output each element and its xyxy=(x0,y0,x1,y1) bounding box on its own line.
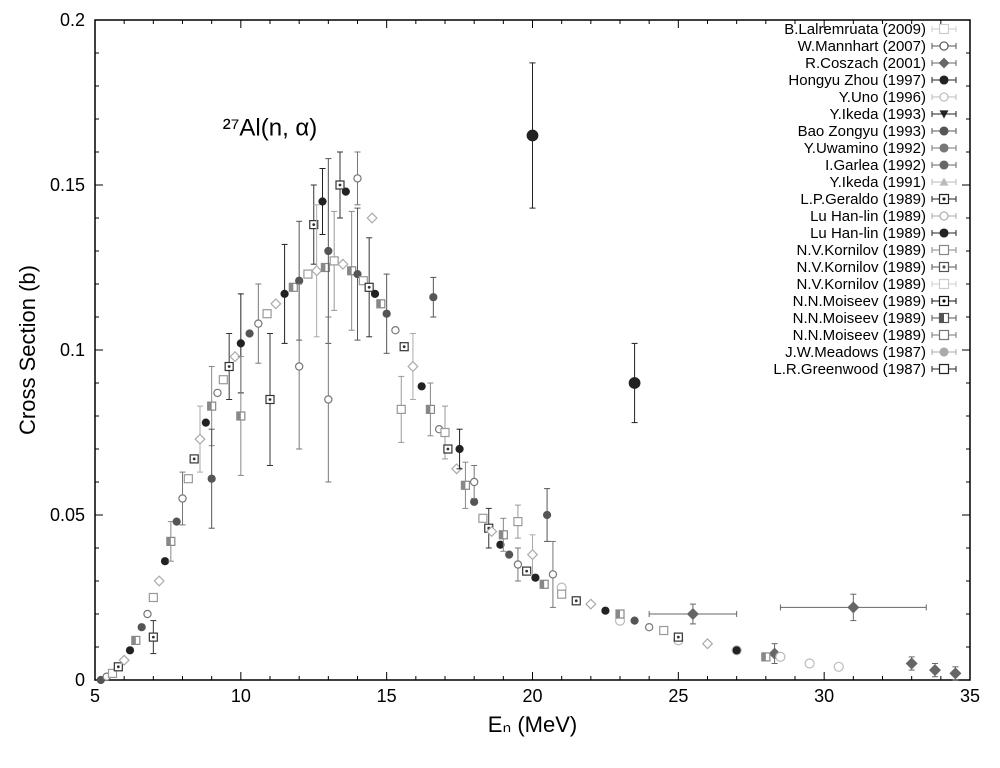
legend-entry: Y.Uwamino (1992) xyxy=(804,140,956,157)
x-tick-label: 15 xyxy=(377,686,397,706)
legend-entry: N.V.Kornilov (1989) xyxy=(796,276,956,293)
y-tick-label: 0.15 xyxy=(50,175,85,195)
legend-label: N.N.Moiseev (1989) xyxy=(793,293,926,310)
x-tick-label: 10 xyxy=(231,686,251,706)
legend-label: Y.Ikeda (1993) xyxy=(830,106,926,123)
y-tick-label: 0.2 xyxy=(60,10,85,30)
legend-label: N.V.Kornilov (1989) xyxy=(796,242,926,259)
x-tick-label: 20 xyxy=(522,686,542,706)
legend-entry: Bao Zongyu (1993) xyxy=(798,123,956,140)
reaction-label: ²⁷Al(n, α) xyxy=(223,115,318,142)
legend-entry: Y.Uno (1996) xyxy=(839,89,956,106)
y-tick-label: 0.1 xyxy=(60,340,85,360)
legend-entry: J.W.Meadows (1987) xyxy=(785,344,956,361)
legend-label: Bao Zongyu (1993) xyxy=(798,123,926,140)
legend-label: L.R.Greenwood (1987) xyxy=(773,361,926,378)
legend-entry: W.Mannhart (2007) xyxy=(798,38,956,55)
cross-section-chart: 5 10 15 20 25 30 35 0 0.05 0.1 0.15 0.2 Eₙ (MeV) Cros… xyxy=(0,0,1000,768)
x-axis-label: Eₙ (MeV) xyxy=(488,712,577,737)
legend-label: Lu Han-lin (1989) xyxy=(810,225,926,242)
legend-entry: Lu Han-lin (1989) xyxy=(810,225,956,242)
series-dense-cloud xyxy=(97,152,770,684)
x-tick-label: 35 xyxy=(960,686,980,706)
legend-label: N.N.Moiseev (1989) xyxy=(793,310,926,327)
x-tick-label: 25 xyxy=(668,686,688,706)
y-tick-label: 0 xyxy=(75,670,85,690)
legend-entry: N.N.Moiseev (1989) xyxy=(793,310,956,327)
legend-label: W.Mannhart (2007) xyxy=(798,38,926,55)
legend-label: J.W.Meadows (1987) xyxy=(785,344,926,361)
legend-label: Lu Han-lin (1989) xyxy=(810,208,926,225)
legend-entry: Y.Ikeda (1993) xyxy=(830,106,956,123)
legend-entry: R.Coszach (2001) xyxy=(805,55,956,72)
legend-label: B.Lalremruata (2009) xyxy=(784,21,926,38)
legend-entry: Hongyu Zhou (1997) xyxy=(788,72,956,89)
legend-label: Hongyu Zhou (1997) xyxy=(788,72,926,89)
x-tick-label: 5 xyxy=(90,686,100,706)
series-r-coszach-2001- xyxy=(649,594,961,680)
legend-entry: Y.Ikeda (1991) xyxy=(830,174,956,191)
x-tick-label: 30 xyxy=(814,686,834,706)
legend-entry: Lu Han-lin (1989) xyxy=(810,208,956,225)
y-axis-label: Cross Section (b) xyxy=(15,265,40,435)
legend-label: N.V.Kornilov (1989) xyxy=(796,276,926,293)
legend-label: Y.Ikeda (1991) xyxy=(830,174,926,191)
legend-label: L.P.Geraldo (1989) xyxy=(800,191,926,208)
y-tick-label: 0.05 xyxy=(50,505,85,525)
legend-entry: I.Garlea (1992) xyxy=(825,157,956,174)
series-hongyu-zhou-1997- xyxy=(527,63,640,423)
legend-entry: N.N.Moiseev (1989) xyxy=(793,327,956,344)
legend: B.Lalremruata (2009)W.Mannhart (2007)R.C… xyxy=(773,21,956,378)
legend-label: R.Coszach (2001) xyxy=(805,55,926,72)
legend-label: I.Garlea (1992) xyxy=(825,157,926,174)
legend-entry: B.Lalremruata (2009) xyxy=(784,21,956,38)
legend-label: Y.Uno (1996) xyxy=(839,89,926,106)
legend-entry: N.N.Moiseev (1989) xyxy=(793,293,956,310)
series-y-uno-1996- xyxy=(557,583,843,671)
legend-entry: N.V.Kornilov (1989) xyxy=(796,259,956,276)
legend-label: N.N.Moiseev (1989) xyxy=(793,327,926,344)
legend-label: Y.Uwamino (1992) xyxy=(804,140,926,157)
legend-entry: L.R.Greenwood (1987) xyxy=(773,361,956,378)
legend-label: N.V.Kornilov (1989) xyxy=(796,259,926,276)
legend-entry: L.P.Geraldo (1989) xyxy=(800,191,956,208)
legend-entry: N.V.Kornilov (1989) xyxy=(796,242,956,259)
chart-svg: 5 10 15 20 25 30 35 0 0.05 0.1 0.15 0.2 Eₙ (MeV) Cros… xyxy=(0,0,1000,768)
